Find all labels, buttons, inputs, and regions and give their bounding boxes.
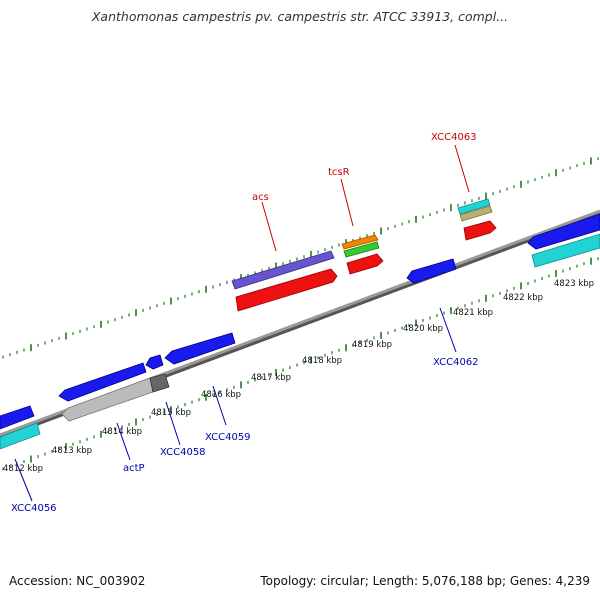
feature-right-blue[interactable]: [527, 213, 600, 250]
map-title: Xanthomonas campestris pv. campestris st…: [91, 9, 509, 24]
scale-label: 4823 kbp: [554, 279, 594, 289]
gene-label-XCC4058[interactable]: XCC4058: [160, 447, 206, 458]
leader-XCC4058: [165, 401, 181, 446]
feature-actP-gray[interactable]: [61, 377, 154, 422]
scale-label: 4821 kbp: [453, 308, 493, 318]
feature-right-cyan[interactable]: [531, 233, 600, 268]
leader-XCC4059: [212, 385, 227, 426]
feature-XCC4059-blue[interactable]: [164, 332, 236, 365]
scale-label: 4814 kbp: [102, 427, 142, 437]
gene-label-XCC4062[interactable]: XCC4062: [433, 357, 479, 368]
feature-tcsR-orange[interactable]: [341, 234, 379, 250]
gene-label-tcsR[interactable]: tcsR: [328, 167, 350, 178]
feature-tcsR-red[interactable]: [346, 253, 384, 275]
feature-XCC4063-cyan[interactable]: [457, 198, 491, 215]
scale-label: 4813 kbp: [52, 446, 92, 456]
leader-acs: [261, 201, 277, 252]
feature-XCC4063-tan[interactable]: [459, 205, 493, 222]
feature-XCC4056-cyan[interactable]: [0, 422, 41, 450]
feature-XCC4063-red[interactable]: [463, 220, 497, 241]
gene-label-actP[interactable]: actP: [123, 463, 145, 474]
scale-labels: 4812 kbp 4813 kbp 4814 kbp 4815 kbp 4816…: [3, 279, 594, 474]
gene-features: [0, 198, 600, 450]
feature-actP-darkgray[interactable]: [149, 373, 170, 393]
gene-label-acs[interactable]: acs: [252, 192, 269, 203]
accession-label: Accession: NC_003902: [9, 574, 146, 588]
leader-tcsR: [340, 178, 354, 227]
scale-label: 4816 kbp: [201, 390, 241, 400]
topology-stats: Topology: circular; Length: 5,076,188 bp…: [260, 574, 590, 588]
feature-blue-small[interactable]: [145, 354, 164, 370]
feature-blue-long-left[interactable]: [58, 362, 147, 402]
tick-dots: [2, 157, 599, 471]
scale-label: 4817 kbp: [251, 373, 291, 383]
leader-actP: [116, 422, 131, 461]
scale-label: 4812 kbp: [3, 464, 43, 474]
gene-labels: acs tcsR XCC4063 XCC4056 actP XCC4058 XC…: [11, 132, 479, 514]
gene-label-XCC4056[interactable]: XCC4056: [11, 503, 57, 514]
scale-label: 4822 kbp: [503, 293, 543, 303]
feature-XCC4062-blue[interactable]: [406, 258, 457, 284]
scale-label: 4820 kbp: [403, 324, 443, 334]
leader-XCC4063: [454, 144, 470, 193]
scale-label: 4819 kbp: [352, 340, 392, 350]
feature-acs-red[interactable]: [235, 268, 338, 312]
feature-tcsR-green[interactable]: [343, 241, 380, 258]
scale-label: 4815 kbp: [151, 408, 191, 418]
feature-XCC4056-blue[interactable]: [0, 405, 35, 430]
gene-label-XCC4059[interactable]: XCC4059: [205, 432, 251, 443]
gene-label-XCC4063[interactable]: XCC4063: [431, 132, 477, 143]
scale-label: 4818 kbp: [302, 356, 342, 366]
feature-acs-purple[interactable]: [231, 250, 335, 290]
leader-XCC4056: [14, 458, 33, 502]
leader-XCC4062: [439, 307, 457, 353]
